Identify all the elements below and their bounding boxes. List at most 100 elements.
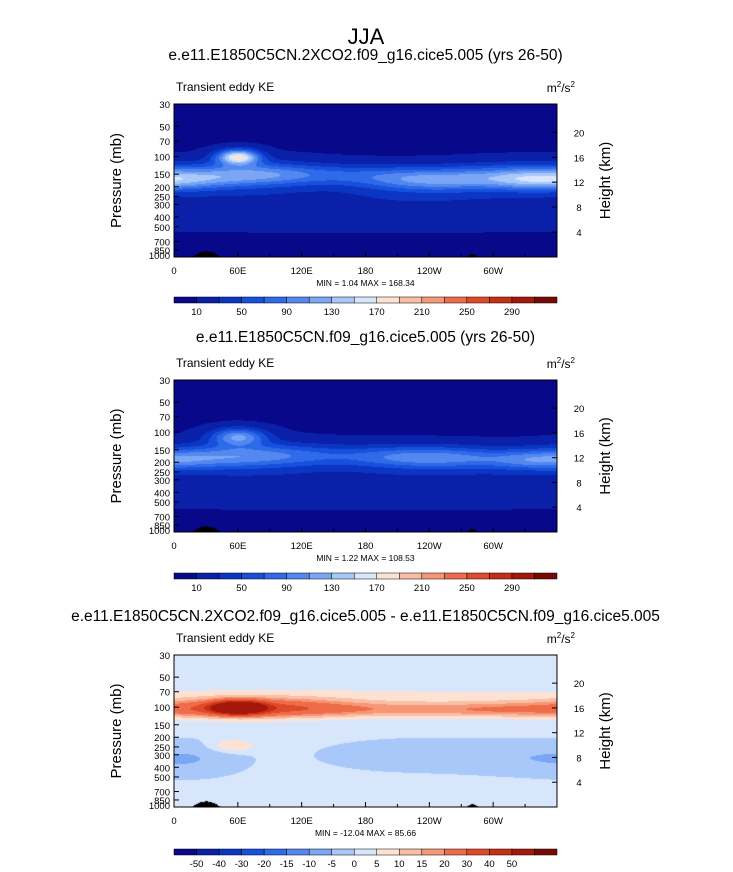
colorbar-swatch [241,296,265,304]
colorbar-label: 5 [374,859,379,870]
x-tick-label: 120W [417,541,442,552]
colorbar-swatch [489,848,513,856]
panel-title: e.e11.E1850C5CN.f09_g16.cice5.005 (yrs 2… [196,329,535,346]
x-tick-label: 180 [358,266,374,277]
colorbar-swatch [196,848,220,856]
y-axis-label: Pressure (mb) [108,133,125,228]
y-tick-label: 150 [154,721,170,732]
units-part: 2 [571,356,576,365]
colorbar-label: 50 [507,859,518,870]
colorbar-label: -5 [327,859,335,870]
colorbar-swatch [173,848,197,856]
colorbar-swatch [466,572,490,580]
units-part: m [547,81,557,95]
y-tick-label: 30 [159,100,170,111]
x-tick-label: 120W [417,816,442,827]
height-tick-label: 16 [574,153,585,164]
y-tick-label: 500 [154,498,170,509]
y-tick-label: 500 [154,223,170,234]
y-tick-label: 70 [159,688,170,699]
units-part: /s [561,81,570,95]
colorbar-label: 10 [394,859,405,870]
colorbar-label: 15 [417,859,428,870]
colorbar-swatch [376,296,400,304]
colorbar-label: 20 [439,859,450,870]
y-tick-label: 150 [154,446,170,457]
colorbar-swatch [534,848,558,856]
colorbar-swatch [444,848,468,856]
colorbar-swatch [511,848,535,856]
panel-2: e.e11.E1850C5CN.f09_g16.cice5.005 (yrs 2… [108,329,614,594]
units-label: m2/s2 [547,80,576,95]
x-tick-label: 60W [483,266,503,277]
min-max-stats: MIN = 1.22 MAX = 108.53 [316,553,415,563]
colorbar-swatch [421,572,445,580]
y-tick-label: 30 [159,376,170,387]
colorbar-swatch [173,572,197,580]
colorbar-label: 170 [369,583,385,594]
colorbar-swatch [466,848,490,856]
colorbar-swatch [489,572,513,580]
y-tick-label: 200 [154,183,170,194]
units-part: /s [561,357,570,371]
y-tick-label: 850 [154,796,170,807]
height-tick-label: 16 [574,704,585,715]
colorbar-swatch [218,572,242,580]
height-tick-label: 12 [574,729,585,740]
colorbar-swatch [444,296,468,304]
x-tick-label: 60W [483,541,503,552]
colorbar-swatch [241,572,265,580]
height-tick-label: 8 [576,478,581,489]
x-tick-label: 120E [291,541,313,552]
colorbar-swatch [511,296,535,304]
colorbar-label: 250 [459,307,475,318]
x-tick-label: 120W [417,266,442,277]
colorbar-swatch [444,572,468,580]
colorbar-swatch [286,848,310,856]
x-tick-label: 0 [171,541,176,552]
x-tick-label: 120E [291,266,313,277]
x-tick-label: 120E [291,816,313,827]
colorbar-swatch [286,572,310,580]
colorbar-label: 50 [236,583,247,594]
colorbar-label: 0 [352,859,357,870]
colorbar-swatch [466,296,490,304]
right-axis-label: Height (km) [597,417,614,495]
height-tick-label: 20 [574,679,585,690]
y-tick-label: 150 [154,170,170,181]
colorbar-label: 290 [504,583,520,594]
y-tick-label: 850 [154,246,170,257]
colorbar-label: -10 [302,859,316,870]
figure-title: JJA [348,24,385,49]
panel-3: e.e11.E1850C5CN.2XCO2.f09_g16.cice5.005 … [71,608,660,870]
x-tick-label: 60W [483,816,503,827]
y-tick-label: 100 [154,428,170,439]
y-tick-label: 50 [159,122,170,133]
colorbar-label: 210 [414,583,430,594]
height-tick-label: 12 [574,178,585,189]
y-tick-label: 250 [154,468,170,479]
colorbar-swatch [399,296,423,304]
units-label: m2/s2 [547,356,576,371]
colorbar-swatch [353,848,378,856]
x-tick-label: 0 [171,266,176,277]
y-tick-label: 250 [154,193,170,204]
height-tick-label: 12 [574,454,585,465]
y-tick-label: 250 [154,743,170,754]
colorbar-swatch [308,296,332,304]
y-tick-label: 200 [154,458,170,469]
height-tick-label: 4 [576,778,581,789]
y-axis-label: Pressure (mb) [108,683,125,778]
colorbar-swatch [534,572,558,580]
colorbar-swatch [331,296,355,304]
colorbar-label: -15 [280,859,294,870]
field-label: Transient eddy KE [176,631,274,645]
colorbar-label: 10 [191,307,202,318]
field-label: Transient eddy KE [176,80,274,94]
field-label: Transient eddy KE [176,356,274,370]
units-part: m [547,357,557,371]
y-tick-label: 400 [154,488,170,499]
min-max-stats: MIN = 1.04 MAX = 168.34 [316,278,415,288]
colorbar-swatch [331,572,355,580]
